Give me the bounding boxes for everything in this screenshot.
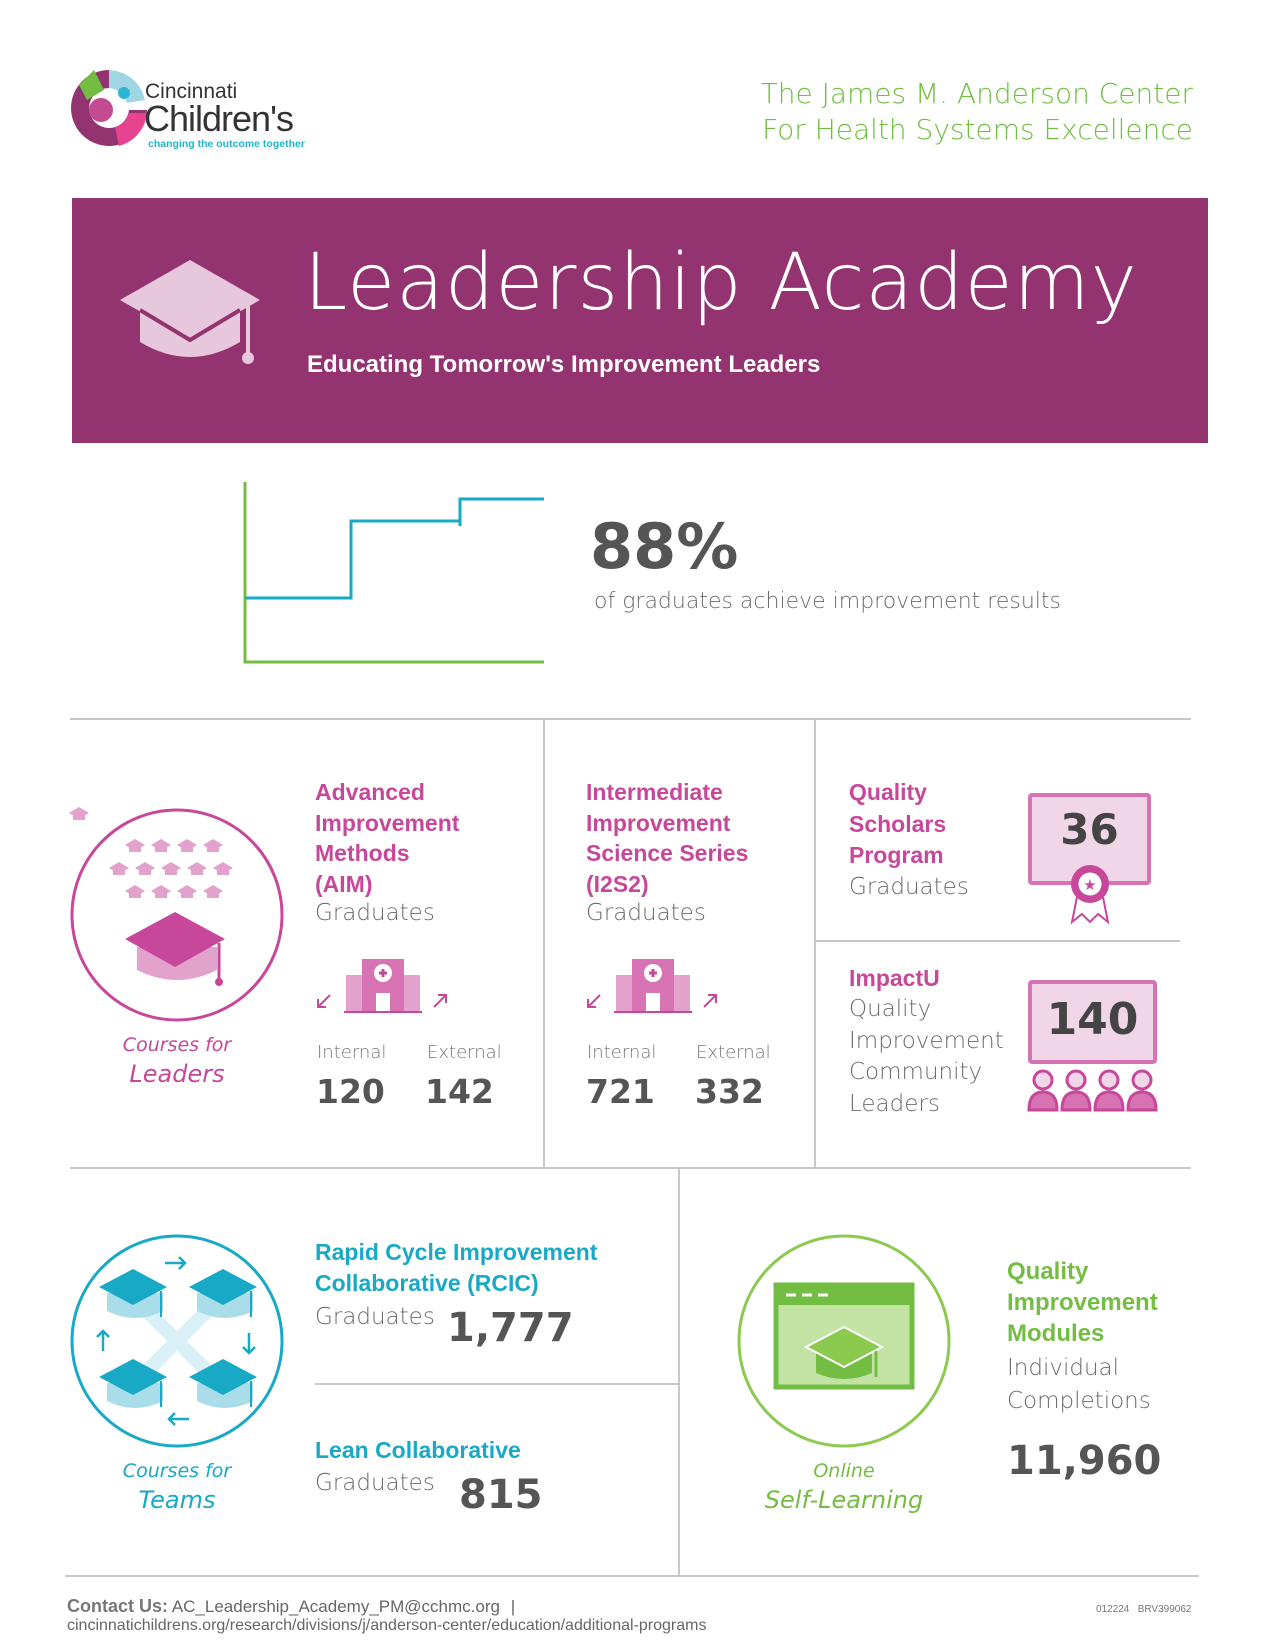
lean-title: Lean Collaborative <box>315 1437 521 1463</box>
lean-sub: Graduates <box>315 1470 435 1496</box>
i2s2-title: Intermediate Improvement Science Series (I2… <box>586 779 749 897</box>
rcic-sub: Graduates <box>315 1304 435 1330</box>
svg-text:★: ★ <box>1083 877 1096 894</box>
qim-value: 11,960 <box>1007 1438 1162 1484</box>
logo-text-line2: Children's <box>144 98 294 139</box>
title-banner: Leadership Academy Educating Tomorrow's … <box>72 198 1208 443</box>
footer-code: 012224 BRV399062 <box>1096 1604 1192 1615</box>
i2s2-sub: Graduates <box>586 900 706 926</box>
leaders-circle-icon <box>69 807 284 1022</box>
rcic-title: Rapid Cycle Improvement Collaborative (RC… <box>315 1239 598 1296</box>
teams-circle-icon <box>70 1234 284 1448</box>
graduation-cap-icon <box>120 260 260 364</box>
aim-sub: Graduates <box>315 900 435 926</box>
impactu-sub: Quality Improvement Community Leaders <box>849 996 1004 1117</box>
qim-sub: Individual Completions <box>1007 1355 1151 1414</box>
i2s2-external-label: External <box>696 1042 771 1063</box>
hospital-icon <box>317 959 447 1013</box>
rcic-value: 1,777 <box>447 1305 574 1351</box>
aim-external-value: 142 <box>425 1072 494 1111</box>
hospital-icon <box>587 959 717 1013</box>
qsp-sub: Graduates <box>849 874 969 900</box>
footer-contact: Contact Us: AC_Leadership_Academy_PM@cch… <box>67 1596 516 1616</box>
center-name-line1: The James M. Anderson Center <box>760 77 1193 110</box>
aim-external-label: External <box>427 1042 502 1063</box>
impactu-title: ImpactU <box>849 965 940 991</box>
board-icon: 140 <box>1028 980 1157 1064</box>
stat-caption: of graduates achieve improvement results <box>594 589 1061 614</box>
aim-title: Advanced Improvement Methods (AIM) <box>315 779 460 897</box>
aim-internal-label: Internal <box>317 1042 387 1063</box>
impactu-value: 140 <box>1046 994 1139 1045</box>
improvement-step-graphic <box>243 482 544 664</box>
center-name-line2: For Health Systems Excellence <box>762 113 1193 146</box>
logo-tagline: changing the outcome together <box>148 138 305 150</box>
logo-mark-icon <box>71 70 147 146</box>
stat-value: 88% <box>590 510 739 583</box>
qim-title: Quality Improvement Modules <box>1007 1258 1158 1347</box>
leaders-label-1: Courses for <box>122 1034 232 1056</box>
teams-label-2: Teams <box>138 1486 216 1514</box>
people-group-icon <box>1027 1069 1158 1112</box>
teams-label-1: Courses for <box>122 1460 232 1482</box>
online-label-2: Self-Learning <box>764 1486 924 1514</box>
i2s2-internal-value: 721 <box>586 1072 655 1111</box>
footer-url-link[interactable]: cincinnatichildrens.org/research/divisio… <box>67 1617 707 1634</box>
lean-value: 815 <box>459 1472 543 1518</box>
award-ribbon-icon: ★ <box>1070 865 1110 925</box>
i2s2-external-value: 332 <box>695 1072 764 1111</box>
leaders-label-2: Leaders <box>129 1060 225 1088</box>
i2s2-internal-label: Internal <box>587 1042 657 1063</box>
online-label-1: Online <box>813 1460 875 1482</box>
page-title: Leadership Academy <box>304 238 1138 328</box>
page-subtitle: Educating Tomorrow's Improvement Leaders <box>307 351 821 378</box>
aim-internal-value: 120 <box>316 1072 385 1111</box>
qsp-title: Quality Scholars Program <box>849 779 947 868</box>
contact-email-link[interactable]: AC_Leadership_Academy_PM@cchmc.org <box>171 1597 500 1616</box>
online-circle-icon <box>737 1234 951 1448</box>
logo-text-line1: Cincinnati <box>145 80 238 103</box>
qsp-value: 36 <box>1060 805 1119 854</box>
